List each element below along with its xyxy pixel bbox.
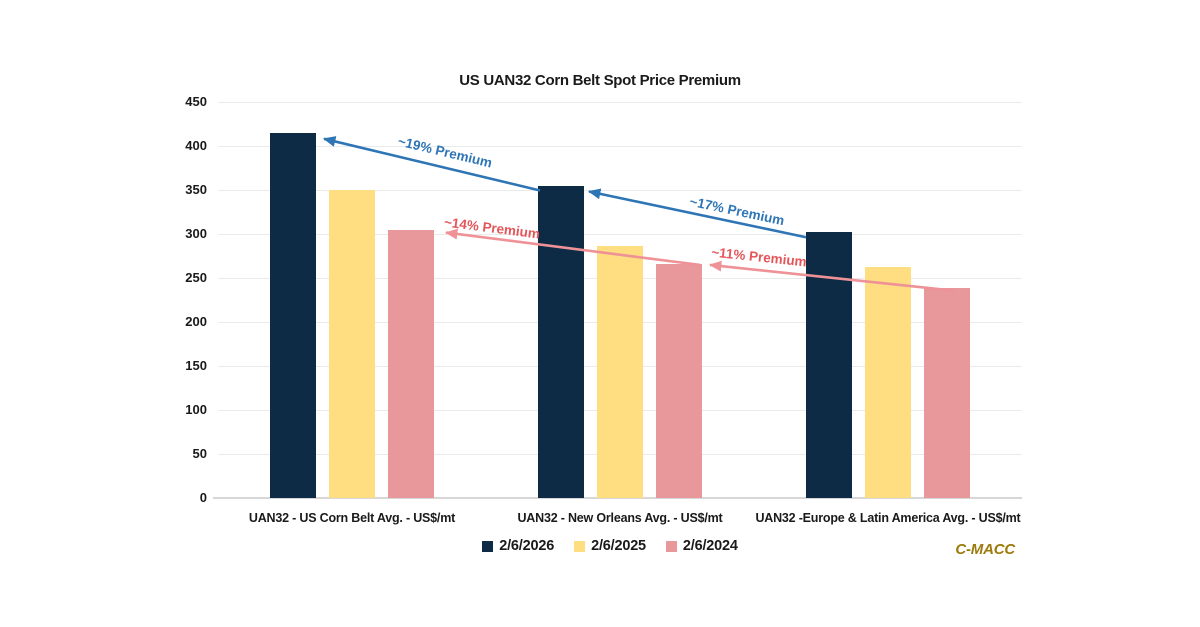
chart-title: US UAN32 Corn Belt Spot Price Premium — [459, 72, 741, 89]
legend-item: 2/6/2026 — [482, 538, 554, 554]
brand-logo: C-MACC — [955, 541, 1015, 558]
y-tick-label: 300 — [185, 226, 207, 241]
y-tick-label: 100 — [185, 402, 207, 417]
bar-2-6-2024-group3 — [924, 287, 970, 498]
bar-2-6-2024-group2 — [656, 263, 702, 498]
legend-label: 2/6/2026 — [499, 538, 555, 554]
y-tick-label: 350 — [185, 182, 207, 197]
y-tick-label: 150 — [185, 358, 207, 373]
x-category-label: UAN32 - New Orleans Avg. - US$/mt — [517, 511, 723, 525]
gridline — [218, 102, 1022, 103]
y-tick-label: 200 — [185, 314, 207, 329]
legend-item: 2/6/2024 — [665, 538, 738, 554]
premium-annotation-label: ~14% Premium — [442, 214, 541, 242]
bar-2-6-2024-group1 — [388, 229, 434, 498]
y-tick-label: 50 — [192, 446, 207, 461]
bar-2-6-2025-group2 — [597, 246, 643, 498]
premium-annotation-label: ~11% Premium — [710, 244, 808, 270]
legend-swatch-icon — [574, 540, 586, 552]
bar-2-6-2025-group1 — [329, 190, 375, 498]
y-tick-label: 400 — [185, 138, 207, 153]
x-axis-line — [213, 497, 1022, 499]
legend-label: 2/6/2024 — [682, 538, 738, 554]
bar-2-6-2026-group1 — [270, 132, 316, 498]
premium-annotation-label: ~19% Premium — [396, 133, 494, 171]
y-tick-label: 0 — [199, 490, 207, 505]
legend-swatch-icon — [482, 540, 494, 552]
bar-2-6-2026-group3 — [806, 232, 852, 498]
bar-2-6-2026-group2 — [538, 186, 584, 498]
legend: 2/6/2026 2/6/2025 2/6/2024 — [10, 538, 1200, 554]
legend-label: 2/6/2025 — [591, 538, 646, 554]
legend-swatch-icon — [665, 540, 677, 552]
y-tick-label: 450 — [185, 94, 207, 109]
legend-item: 2/6/2025 — [574, 538, 646, 554]
premium-annotation-label: ~17% Premium — [687, 193, 786, 228]
x-category-label: UAN32 - US Corn Belt Avg. - US$/mt — [248, 511, 456, 525]
bar-2-6-2025-group3 — [865, 266, 911, 498]
gridline — [218, 146, 1022, 147]
y-tick-label: 250 — [185, 270, 207, 285]
x-category-label: UAN32 -Europe & Latin America Avg. - US$… — [755, 511, 1021, 525]
